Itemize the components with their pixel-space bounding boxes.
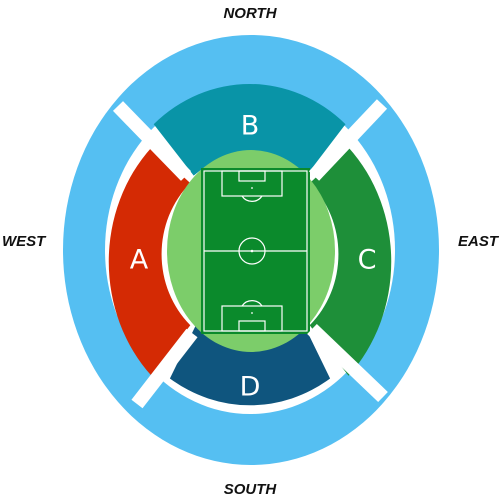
top-goal-box [238,170,266,182]
west-label: WEST [2,233,46,250]
south-label: SOUTH [223,481,277,498]
top-penalty-spot [251,187,253,189]
section-a-label: A [130,245,149,276]
centre-spot [250,249,254,253]
bottom-goal-box [238,320,266,332]
aisle-southeast [307,323,388,403]
aisles [112,99,388,409]
aisle-southwest [131,328,198,409]
section-d-label: D [240,372,261,403]
centre-circle [238,237,266,265]
north-label: NORTH [223,5,277,22]
section-b-label: B [241,111,260,142]
section-c-label: C [358,245,377,276]
aisle-northeast [308,99,388,181]
football-pitch[interactable] [201,168,310,334]
section-d[interactable] [169,325,331,406]
aisle-northwest [112,101,192,181]
section-a[interactable] [108,147,191,376]
east-label: EAST [457,233,498,250]
section-c[interactable] [309,147,392,376]
top-penalty-arc [241,195,263,202]
pitch-markings [203,170,308,332]
section-b[interactable] [153,83,346,176]
bottom-penalty-arc [241,300,263,307]
bottom-penalty-spot [251,312,253,314]
